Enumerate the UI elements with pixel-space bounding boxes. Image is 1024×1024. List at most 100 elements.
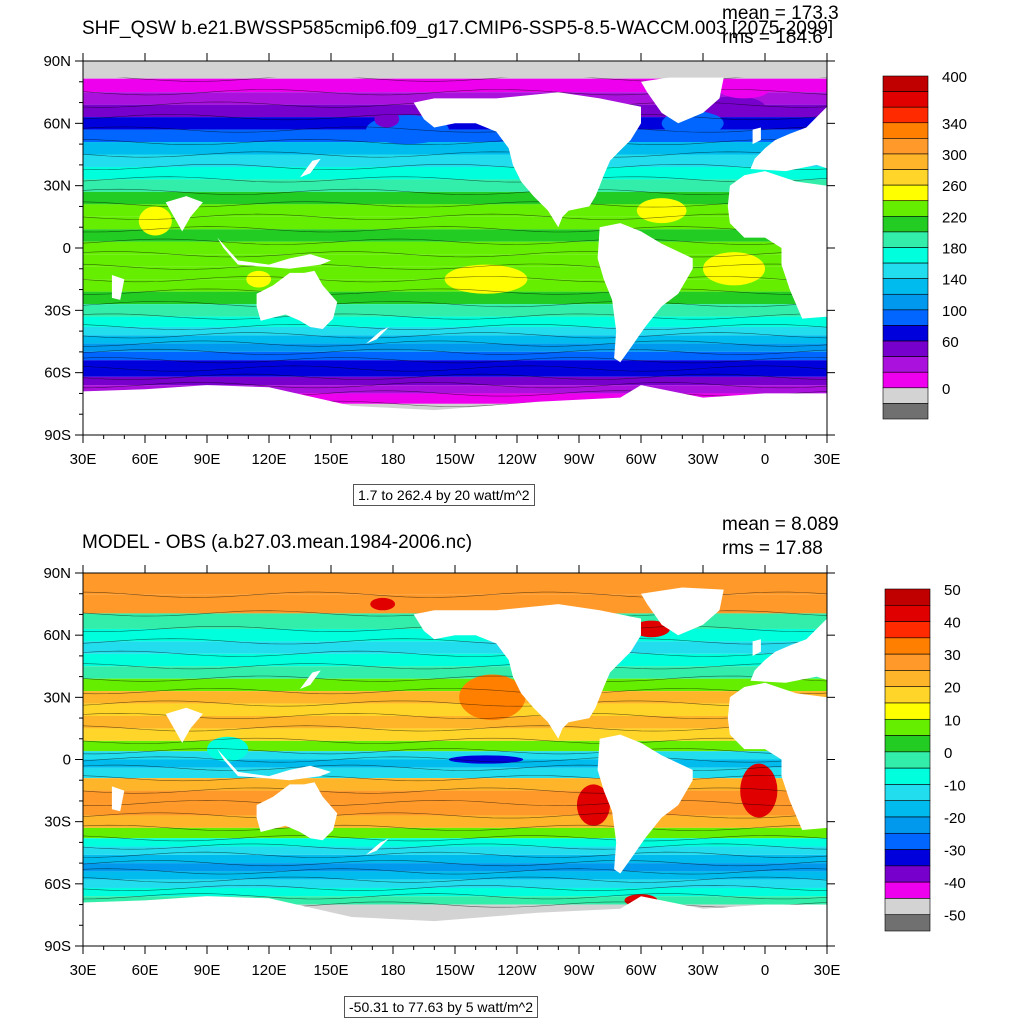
field-blob — [740, 763, 778, 818]
x-tick-label: 180 — [380, 962, 405, 979]
range-note-top: 1.7 to 262.4 by 20 watt/m^2 — [353, 484, 535, 506]
contour-line — [83, 835, 827, 842]
colorbar-swatch — [884, 637, 931, 655]
contour-line — [83, 638, 827, 645]
x-tick-label: 90W — [564, 451, 596, 468]
map-chart-bottom: 30E 60E 90E 120E 150E 180 150W 120W 90W 60W 30W 0 30… — [43, 565, 966, 979]
colorbar-label: 400 — [942, 69, 967, 86]
map-chart-top: 30E 60E 90E 120E 150E 180 150W 120W 90W 60W 30W 0 30… — [43, 53, 967, 468]
contour-line — [83, 725, 827, 732]
colorbar-swatch — [882, 325, 929, 342]
colorbar-swatch — [882, 387, 929, 404]
contour-line — [83, 213, 827, 220]
contour-line — [83, 313, 827, 320]
contour-line — [83, 373, 827, 380]
contour-line — [83, 663, 827, 670]
colorbar-swatch — [884, 653, 931, 671]
colorbar-label: -20 — [944, 810, 966, 827]
x-tick-label: 60E — [132, 962, 159, 979]
field-band — [83, 759, 827, 768]
land-antarctica — [83, 385, 827, 435]
land-south-america — [597, 223, 693, 363]
land-madagascar — [111, 275, 125, 300]
mean-label-bottom: mean = 8.089 — [722, 514, 839, 535]
colorbar-label: -40 — [944, 875, 966, 892]
field-blob — [632, 620, 670, 638]
contour-line — [83, 201, 827, 208]
field-band — [83, 879, 827, 888]
contour-line — [83, 775, 827, 782]
contour-line — [83, 238, 827, 245]
colorbar-swatch — [884, 767, 931, 785]
colorbar-swatch — [884, 881, 931, 899]
field-band — [83, 767, 827, 779]
land-africa — [727, 171, 827, 319]
x-tick-label: 120W — [497, 451, 537, 468]
field-band — [83, 376, 827, 386]
field-blob — [719, 81, 770, 99]
contour-line — [83, 323, 827, 331]
field-band — [83, 393, 827, 404]
land-uk — [752, 639, 761, 656]
field-blob — [703, 252, 765, 286]
y-tick-label: 30S — [44, 302, 71, 319]
colorbar-swatch — [884, 784, 931, 802]
land-greenland — [641, 75, 724, 124]
field-band — [83, 854, 827, 864]
colorbar-label: 0 — [942, 381, 950, 398]
field-band — [83, 678, 827, 692]
colorbar-swatch — [884, 898, 931, 916]
x-tick-label: 30W — [688, 451, 720, 468]
field-band — [83, 129, 827, 143]
y-tick-label: 60S — [44, 876, 71, 893]
colorbar-swatch — [884, 735, 931, 753]
land-north-america — [413, 604, 641, 739]
colorbar-swatch — [882, 403, 929, 420]
rms-label-bottom: rms = 17.88 — [722, 538, 823, 559]
contour-line — [83, 382, 827, 389]
field-band — [83, 326, 827, 336]
colorbar-swatch — [882, 184, 929, 202]
x-tick-label: 150W — [435, 962, 475, 979]
contour-line — [83, 332, 827, 339]
bottom-panel: MODEL - OBS (a.b27.03.mean.1984-2006.nc)… — [0, 512, 1024, 1024]
field-blob — [370, 597, 396, 611]
field-band — [83, 360, 827, 369]
land-south-america — [597, 734, 693, 874]
colorbar-swatch — [882, 200, 929, 217]
field-band — [83, 92, 827, 105]
colorbar-label: 40 — [944, 615, 961, 632]
chart-title-top: SHF_QSW b.e21.BWSSP585cmip6.f09_g17.CMIP… — [82, 18, 834, 39]
colorbar-swatch — [884, 670, 931, 688]
field-band — [83, 896, 827, 905]
colorbar-swatch — [882, 262, 929, 279]
contour-line — [83, 151, 827, 158]
colorbar-swatch — [882, 153, 929, 170]
contour-line — [83, 276, 827, 283]
contour-line — [83, 712, 827, 720]
field-blob — [459, 674, 526, 721]
contour-line — [83, 126, 827, 133]
contour-line — [83, 301, 827, 308]
contour-line — [83, 138, 827, 146]
field-band — [83, 291, 827, 305]
field-band — [83, 838, 827, 847]
x-tick-label: 0 — [761, 962, 769, 979]
land-australia — [256, 782, 338, 841]
contour-line — [83, 799, 827, 807]
colorbar-swatch — [884, 832, 931, 850]
field-band — [83, 790, 827, 804]
contour-line — [83, 868, 827, 875]
colorbar-swatch — [884, 849, 931, 867]
field-blob — [138, 206, 172, 236]
field-band — [83, 887, 827, 897]
land-madagascar — [111, 786, 125, 812]
x-tick-label: 90E — [194, 451, 221, 468]
colorbar-swatch — [882, 356, 929, 373]
contour-line — [83, 188, 827, 195]
contour-line — [83, 824, 827, 831]
x-tick-label: 90E — [194, 962, 221, 979]
x-tick-label: 150W — [435, 451, 475, 468]
field-band — [83, 703, 827, 716]
x-tick-label: 150E — [313, 962, 348, 979]
